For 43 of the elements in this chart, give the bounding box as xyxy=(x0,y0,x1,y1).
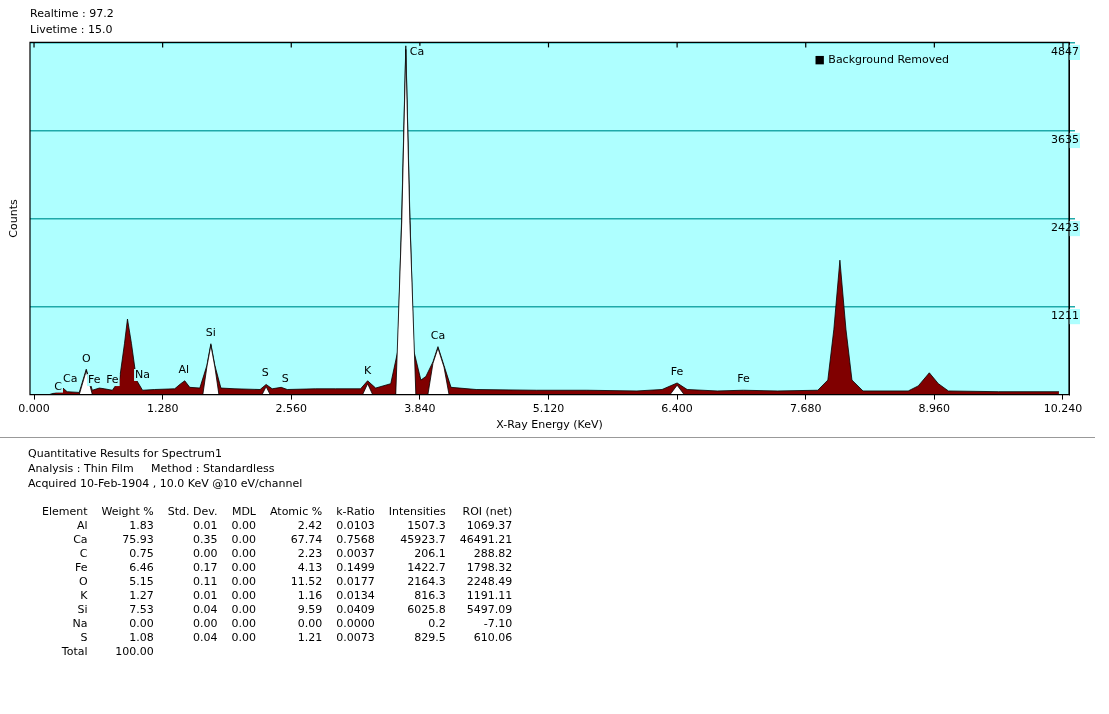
text: Acquired 10-Feb-1904 , 10.0 KeV @10 eV/channel xyxy=(28,476,304,491)
annotation: Fe xyxy=(106,373,119,387)
annotation: S xyxy=(281,371,289,385)
annotation: O xyxy=(81,352,91,366)
text: Fe 6.46 0.17 0.00 4.13 0.1499 1422.7 1798.32 xyxy=(75,561,513,574)
x-tick-label: 8.960 xyxy=(918,402,951,416)
x-tick-label: 2.560 xyxy=(275,402,308,416)
x-tick-label: 3.840 xyxy=(404,402,436,416)
text: Ca 75.93 0.35 0.00 67.74 0.7568 45923.7 46491.21 xyxy=(73,533,513,546)
text: K 1.27 0.01 0.00 1.16 0.0134 816.3 1191.11 xyxy=(80,589,513,602)
text: Quantitative Results for Spectrum1 xyxy=(28,446,224,461)
annotation: Ca xyxy=(62,371,78,385)
text: Element Weight % Std. Dev. MDL Atomic % k-Ratio Intensities ROI (net) xyxy=(42,505,513,518)
annotation: Si xyxy=(205,326,216,340)
x-tick-label: 1.280 xyxy=(146,402,179,416)
text: Si 7.53 0.04 0.00 9.59 0.0409 6025.8 5497.09 xyxy=(77,603,513,616)
annotation: Ca xyxy=(409,45,425,59)
x-tick-label: 10.240 xyxy=(1043,402,1083,416)
annotation: Ca xyxy=(430,329,446,343)
annotation: ■ Background Removed xyxy=(814,52,950,66)
text: Na 0.00 0.00 0.00 0.00 0.0000 0.2 -7.10 xyxy=(72,617,513,630)
x-tick-label: 5.120 xyxy=(532,402,565,416)
annotation: S xyxy=(261,366,269,380)
y-axis-title: Counts xyxy=(6,199,20,238)
annotation: Fe xyxy=(670,365,684,379)
annotation: Al xyxy=(178,363,190,377)
x-axis-title: X-Ray Energy (KeV) xyxy=(496,418,603,432)
x-tick-label: 0.000 xyxy=(18,402,50,416)
chart-title: Realtime : 97.2 xyxy=(30,7,114,21)
text: C 0.75 0.00 0.00 2.23 0.0037 206.1 288.82 xyxy=(79,547,513,560)
x-tick-label: 6.400 xyxy=(661,402,693,416)
annotation: Fe xyxy=(88,373,101,387)
text: Total 100.00 xyxy=(61,645,154,658)
annotation: Na xyxy=(135,368,151,382)
text: S 1.08 0.04 0.00 1.21 0.0073 829.5 610.06 xyxy=(80,631,513,644)
annotation: K xyxy=(364,363,373,377)
text: Al 1.83 0.01 0.00 2.42 0.0103 1507.3 1069.37 xyxy=(76,519,513,532)
x-tick-label: 7.680 xyxy=(789,402,822,416)
annotation: Fe xyxy=(737,371,750,385)
annotation: C xyxy=(54,379,63,393)
text: Analysis : Thin Film Method : Standardless xyxy=(28,461,276,476)
text: O 5.15 0.11 0.00 11.52 0.0177 2164.3 2248.49 xyxy=(78,575,513,588)
chart-subtitle: Livetime : 15.0 xyxy=(30,22,113,36)
